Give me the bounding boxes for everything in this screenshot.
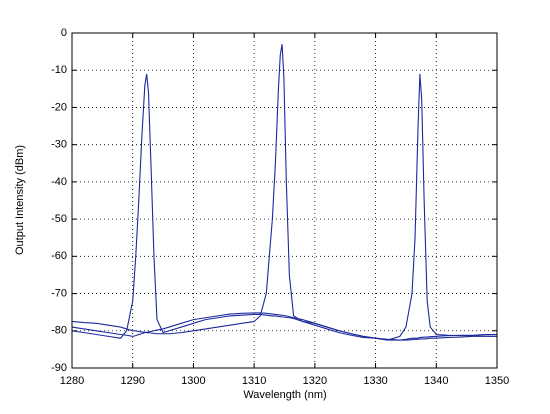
y-tick-label: -60	[51, 250, 67, 262]
spectrum-line	[71, 44, 497, 341]
plot-frame	[71, 32, 498, 369]
x-tick-label: 1350	[485, 375, 509, 387]
spectrum-line	[71, 73, 497, 341]
x-axis-label: Wavelength (nm)	[243, 389, 326, 401]
x-tick-label: 1330	[363, 375, 387, 387]
y-tick-label: 0	[61, 27, 67, 39]
x-tick-label: 1310	[242, 375, 266, 387]
y-tick-label: -40	[51, 176, 67, 188]
y-tick-label: -10	[51, 64, 67, 76]
spectrum-line	[71, 73, 498, 341]
y-tick-label: -50	[51, 213, 67, 225]
y-tick-label: -90	[51, 362, 67, 374]
y-tick-label: -30	[51, 139, 67, 151]
x-tick-label: 1280	[60, 375, 84, 387]
x-tick-label: 1320	[303, 375, 327, 387]
x-tick-label: 1300	[181, 375, 205, 387]
y-tick-label: -70	[51, 287, 67, 299]
y-tick-label: -20	[51, 101, 67, 113]
y-axis-label: Output Intensity (dBm)	[14, 145, 26, 255]
x-tick-label: 1290	[120, 375, 144, 387]
y-tick-label: -80	[51, 325, 67, 337]
x-tick-label: 1340	[424, 375, 448, 387]
